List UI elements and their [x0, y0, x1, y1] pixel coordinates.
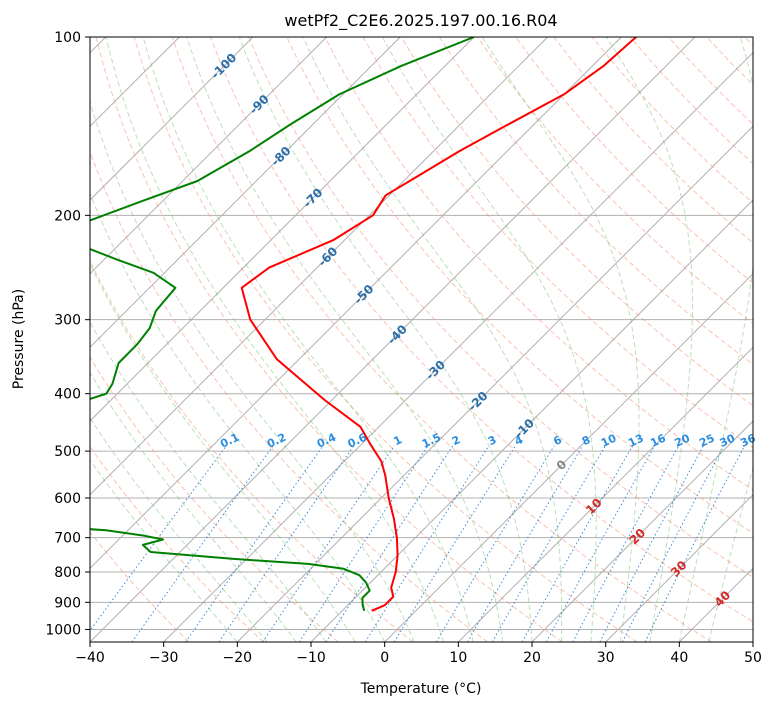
y-tick-label: 300: [54, 313, 81, 329]
moist-adiabat-line: [481, 37, 640, 642]
isotherm-line: [384, 272, 753, 642]
isotherm-line: [90, 37, 475, 422]
mixing-ratio-line: [185, 445, 324, 642]
y-tick-label: 500: [54, 444, 81, 460]
moist-adiabat-line: [90, 459, 238, 642]
moist-adiabat-line: [90, 192, 386, 642]
moist-adiabat-line: [186, 37, 503, 642]
isotherm-line: [90, 37, 549, 496]
plot-frame: [89, 36, 754, 643]
moist-adiabat-line: [90, 321, 327, 642]
x-tick-label: −10: [296, 650, 326, 666]
moist-adiabat-line: [302, 37, 563, 642]
y-tick-label: 700: [54, 531, 81, 547]
dry-adiabat-line: [210, 37, 753, 623]
dry-adiabat-line: [171, 37, 712, 642]
dry-adiabat-line: [248, 37, 753, 578]
mixing-ratio-line: [364, 445, 490, 642]
axis-ticks: −40 −30 −20 −10 0 10 20 30 40 50 100 200 300 400 500 60…: [45, 30, 762, 666]
isotherm-line: [90, 37, 622, 570]
moist-adiabat-line: [606, 37, 693, 642]
mixing-ratio-label: 13: [626, 432, 645, 450]
mixing-ratio-line: [435, 445, 555, 642]
isotherm-line: [531, 420, 753, 642]
y-tick-label: 800: [54, 565, 81, 581]
moist-adiabat-line: [238, 37, 533, 642]
x-tick-label: 30: [597, 650, 615, 666]
mixing-ratio-line: [644, 445, 746, 642]
moist-adiabat-line: [678, 37, 753, 642]
dry-adiabat-line: [90, 150, 488, 642]
x-tick-label: −30: [149, 650, 179, 666]
x-tick-label: 50: [744, 650, 762, 666]
x-tick-label: 10: [449, 650, 467, 666]
mixing-ratio-line: [393, 445, 516, 642]
y-tick-label: 200: [54, 208, 81, 224]
mixing-ratio-line: [545, 445, 656, 642]
x-tick-label: 20: [523, 650, 541, 666]
moist-adiabat-line: [708, 465, 753, 642]
dry-adiabat-line: [95, 37, 563, 642]
x-tick-label: 40: [670, 650, 688, 666]
mixing-ratio-line: [325, 445, 454, 642]
isotherm-line: [457, 346, 753, 642]
dry-adiabat-line: [90, 531, 190, 642]
moist-adiabat-line: [90, 262, 356, 642]
dewpoint-line: [90, 37, 475, 612]
isotherm-line: [163, 51, 753, 642]
temperature-line: [240, 37, 637, 612]
isotherm-line: [752, 641, 753, 642]
moist-adiabat-line: [142, 37, 474, 642]
mixing-ratio-label: 25: [697, 432, 716, 450]
dry-adiabat-line: [400, 37, 753, 407]
x-tick-label: −20: [223, 650, 253, 666]
mixing-ratio-line: [467, 445, 584, 642]
y-axis-label: Pressure (hPa): [11, 289, 27, 389]
plot-background: [90, 37, 753, 642]
mixing-ratio-line: [262, 445, 395, 642]
mixing-ratio-label: 10: [599, 431, 619, 449]
isotherm-line: [90, 37, 401, 349]
dry-adiabat-line: [324, 37, 753, 491]
x-axis-label: Temperature (°C): [360, 681, 482, 697]
dry-adiabat-line: [515, 37, 753, 284]
isotherm-line: [90, 37, 696, 642]
x-tick-label: 0: [380, 650, 389, 666]
y-tick-label: 100: [54, 30, 81, 46]
x-tick-label: −40: [75, 650, 105, 666]
background-lines: [90, 37, 753, 642]
mixing-ratio-line: [521, 445, 633, 642]
dry-adiabat-line: [90, 445, 264, 642]
y-tick-label: 1000: [45, 622, 81, 638]
isotherm-line: [90, 37, 328, 275]
mixing-ratio-line: [131, 445, 274, 642]
isotherm-line: [90, 37, 254, 201]
moist-adiabat-line: [90, 417, 268, 642]
moist-adiabat-line: [381, 37, 597, 642]
mixing-ratio-label: 20: [673, 431, 693, 449]
y-tick-label: 600: [54, 491, 81, 507]
moist-adiabat-line: [105, 37, 445, 642]
y-tick-label: 400: [54, 387, 81, 403]
chart-title: wetPf2_C2E6.2025.197.00.16.R04: [284, 11, 557, 31]
isotherm-line: [236, 125, 753, 642]
isotherm-line: [605, 493, 753, 642]
profile-lines: [90, 37, 637, 612]
mixing-ratio-line: [621, 445, 725, 642]
mixing-ratio-line: [298, 445, 429, 642]
dry-adiabat-line: [438, 37, 753, 366]
mixing-ratio-label: 16: [648, 431, 668, 449]
dry-adiabat-line: [90, 356, 339, 642]
mixing-ratio-label: 30: [718, 431, 738, 449]
y-tick-label: 900: [54, 595, 81, 611]
